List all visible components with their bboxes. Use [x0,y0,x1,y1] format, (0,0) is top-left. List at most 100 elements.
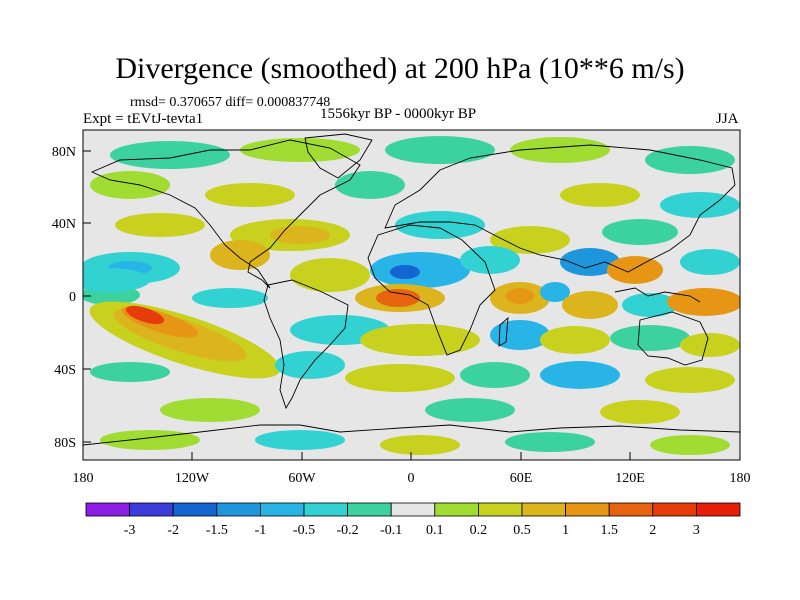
contour-region [540,361,620,389]
colorbar-label: -0.2 [337,523,359,538]
colorbar-label: 1.5 [600,523,618,538]
contour-region [667,288,740,316]
lon-label: 180 [73,471,94,486]
coastline-australia [637,311,709,366]
colorbar-label: -2 [167,523,179,538]
lat-label: 40N [52,217,76,232]
contour-region [560,183,640,207]
colorbar-label: 0.2 [470,523,488,538]
colorbar-swatch [477,502,523,517]
lat-label: 40S [54,363,76,378]
coastline-greenland [304,133,373,179]
lat-label: 80S [54,436,76,451]
contour-region [100,430,200,450]
colorbar-swatch [521,502,566,517]
chart-title: Divergence (smoothed) at 200 hPa (10**6 … [115,52,685,85]
colorbar-label: 1 [562,523,569,538]
contour-region [83,268,150,292]
contour-region [660,192,740,218]
colorbar-label: -1 [255,523,267,538]
coastline-indonesia [614,287,701,303]
contour-region [125,305,165,325]
contour-region [290,258,370,292]
lon-label: 0 [408,471,415,486]
season-label: JJA [716,111,739,127]
coastline-antarctica [83,424,740,446]
colorbar-label: 0.5 [513,523,531,538]
contour-region [110,141,230,169]
contour-region [560,248,620,276]
colorbar-label: 2 [649,523,656,538]
contour-region [160,398,260,422]
colorbar-label: -0.1 [380,523,402,538]
lon-label: 120W [175,471,210,486]
colorbar-swatch [259,502,305,517]
contour-region [622,293,678,317]
coastline-africa [367,224,496,356]
divergence-field [83,130,740,460]
contour-region [645,146,735,174]
lon-label: 180 [730,471,751,486]
colorbar-label: 3 [693,523,700,538]
contour-region [345,364,455,392]
colorbar-swatch [172,502,218,517]
contour-region [240,138,360,162]
lon-label: 120E [615,471,645,486]
contour-region [645,367,735,393]
contour-region [376,289,420,307]
period-label: 1556kyr BP - 0000kyr BP [320,106,477,122]
contour-region [610,325,690,351]
contour-region [600,400,680,424]
stats-line: rmsd= 0.370657 diff= 0.000837748 [130,95,331,110]
contour-region [192,288,268,308]
contour-region [205,183,295,207]
contour-region [210,240,270,270]
colorbar-label: -0.5 [293,523,315,538]
contour-region [506,288,534,304]
contour-region [460,246,520,274]
colorbar-swatch [347,502,392,517]
lat-label: 0 [69,290,76,305]
contour-region [115,213,205,237]
contour-region [390,265,420,279]
contour-region [562,291,618,319]
contour-region [335,171,405,199]
contour-region [425,398,515,422]
lon-label: 60W [288,471,316,486]
colorbar-swatch [129,502,174,517]
contour-region [275,351,345,379]
lon-label: 60E [510,471,533,486]
colorbar-swatch [652,502,697,517]
lat-label: 80N [52,145,76,160]
contour-region [650,435,730,455]
experiment-label: Expt = tEVtJ-tevta1 [83,111,204,127]
contour-region [395,211,485,239]
contour-region [602,219,678,245]
contour-region [460,362,530,388]
coastline-madagascar [498,316,509,347]
colorbar [85,502,741,517]
lon-ticks [82,452,741,460]
contour-region [90,171,170,199]
contour-region [607,256,663,284]
colorbar-label: -3 [124,523,136,538]
contour-region [680,333,740,357]
colorbar-label: 0.1 [426,523,444,538]
contour-region [540,282,570,302]
contour-region [360,324,480,356]
contour-region [270,226,330,244]
contour-region [490,226,570,254]
lon-labels: 180 120W 60W 0 60E 120E 180 [73,471,751,486]
colorbar-swatch [303,502,348,517]
coastlines [83,133,740,446]
colorbar-swatch [390,502,436,517]
contour-region [370,252,470,288]
lat-labels: 80N 40N 0 40S 80S [52,145,76,451]
colorbar-swatch [696,502,741,517]
coastline-eurasia [384,144,736,273]
contour-region [540,326,610,354]
colorbar-labels: -3 -2 -1.5 -1 -0.5 -0.2 -0.1 0.1 0.2 0.5 1 1.5 2 3 [124,523,700,538]
colorbar-swatch [608,502,654,517]
colorbar-swatch [565,502,610,517]
